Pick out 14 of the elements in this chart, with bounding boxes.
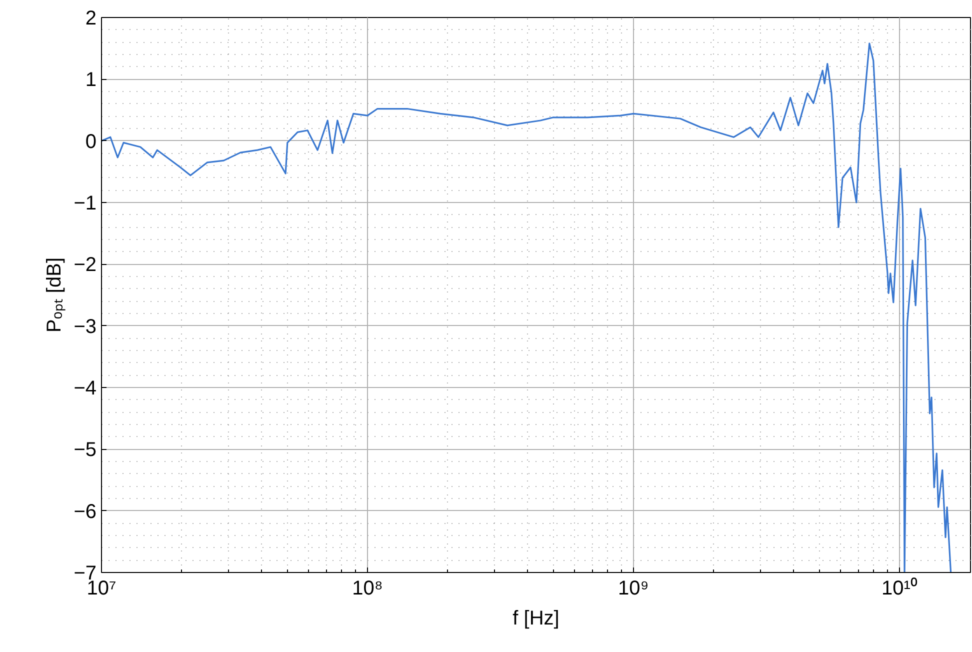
y-axis-title: Pₒₚₜ [dB]: [44, 257, 66, 333]
x-tick-label: 10⁹: [618, 578, 649, 600]
y-tick-label: −4: [74, 378, 97, 400]
x-tick-label: 10⁸: [352, 578, 383, 600]
y-tick-label: 0: [85, 130, 96, 153]
y-tick-label: 2: [85, 8, 96, 30]
y-tick-label: −2: [74, 254, 97, 276]
y-tick-label: −1: [74, 192, 97, 214]
y-tick-label: −6: [74, 500, 97, 523]
y-tick-label: −3: [74, 316, 97, 338]
y-tick-label: 1: [85, 69, 96, 92]
y-tick-label: −5: [74, 439, 97, 462]
x-axis-title: f [Hz]: [512, 608, 560, 630]
x-tick-label: 10¹⁰: [881, 576, 918, 600]
